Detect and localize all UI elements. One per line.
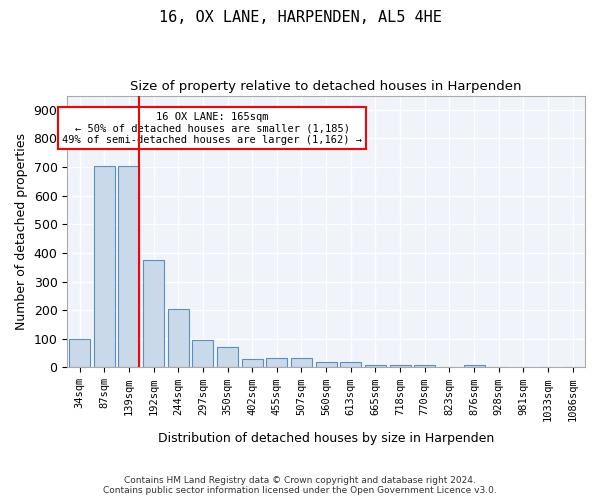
Bar (168, 309, 188, 368)
Bar (242, 359, 263, 368)
Bar (316, 362, 337, 368)
Bar (389, 364, 410, 368)
Text: Contains HM Land Registry data © Crown copyright and database right 2024.
Contai: Contains HM Land Registry data © Crown c… (103, 476, 497, 495)
Text: 16, OX LANE, HARPENDEN, AL5 4HE: 16, OX LANE, HARPENDEN, AL5 4HE (158, 10, 442, 25)
Bar (365, 364, 386, 368)
Bar (217, 347, 238, 368)
Text: 16 OX LANE: 165sqm
← 50% of detached houses are smaller (1,185)
49% of semi-deta: 16 OX LANE: 165sqm ← 50% of detached hou… (62, 112, 362, 145)
Title: Size of property relative to detached houses in Harpenden: Size of property relative to detached ho… (130, 80, 522, 93)
Bar (94, 166, 115, 368)
Bar (414, 364, 435, 368)
Bar (340, 362, 361, 368)
Bar (464, 364, 485, 368)
Bar (143, 260, 164, 368)
Bar (69, 339, 90, 368)
Y-axis label: Number of detached properties: Number of detached properties (15, 133, 28, 330)
Bar (291, 358, 312, 368)
Bar (193, 340, 214, 367)
Bar (118, 166, 139, 368)
Bar (266, 358, 287, 368)
X-axis label: Distribution of detached houses by size in Harpenden: Distribution of detached houses by size … (158, 432, 494, 445)
